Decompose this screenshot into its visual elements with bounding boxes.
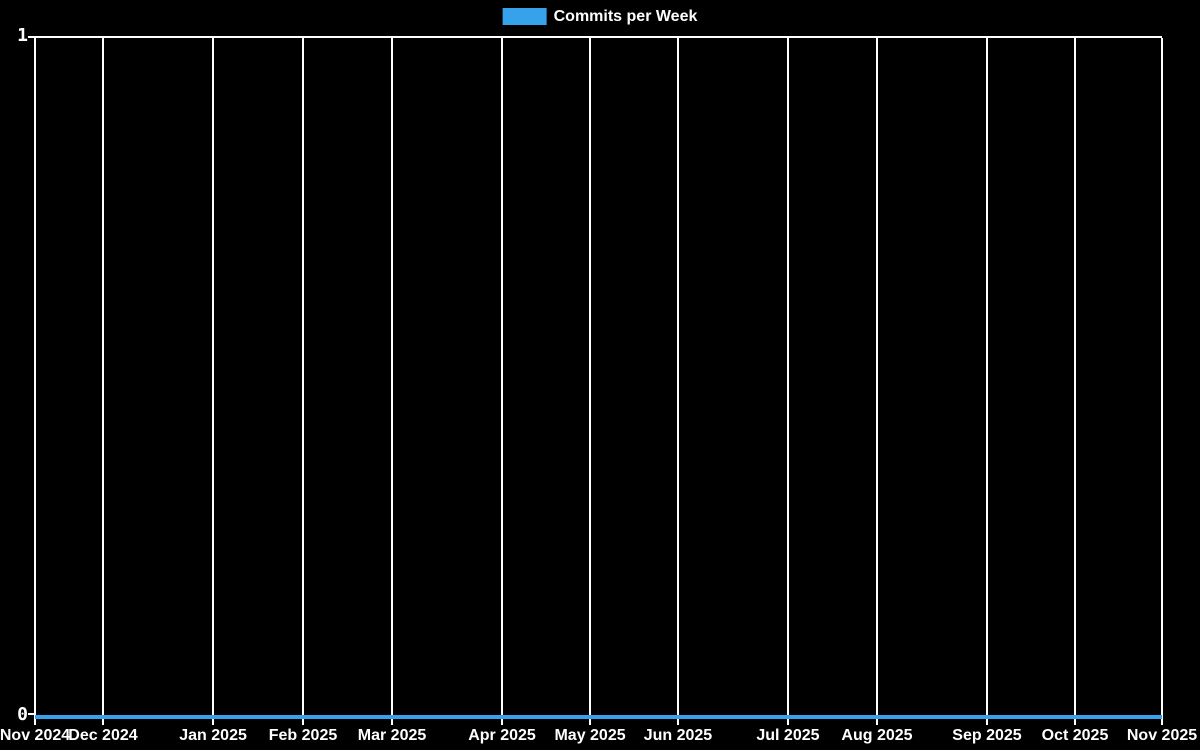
gridline	[212, 38, 215, 725]
gridline	[985, 38, 988, 725]
x-tick-label: Mar 2025	[357, 727, 427, 744]
y-tick-label-min: 0	[17, 704, 28, 725]
x-tick-label: Oct 2025	[1041, 727, 1109, 744]
gridline	[302, 38, 304, 725]
gridline	[391, 38, 394, 725]
y-axis-tick-mark-bottom	[28, 713, 35, 715]
x-tick-label: Feb 2025	[268, 727, 338, 744]
legend-item-commits-per-week[interactable]: Commits per Week	[502, 8, 698, 25]
plot-area	[34, 36, 1163, 725]
gridline	[34, 38, 36, 725]
x-axis-labels: Nov 2024 Dec 2024 Jan 2025 Feb 2025 Mar 2025…	[0, 727, 1197, 747]
gridline	[676, 38, 679, 725]
y-axis-tick-mark-top	[28, 36, 35, 38]
x-tick-label: Sep 2025	[952, 727, 1022, 744]
x-tick-label: Jul 2025	[756, 727, 820, 744]
x-tick-label: Jun 2025	[643, 727, 713, 744]
legend-label: Commits per Week	[553, 8, 698, 25]
x-tick-label: Aug 2025	[841, 727, 913, 744]
commits-series-line	[35, 715, 1162, 719]
y-tick-label-max: 1	[17, 25, 28, 46]
gridline	[786, 38, 789, 725]
gridline	[1161, 38, 1163, 725]
x-tick-label: May 2025	[554, 727, 626, 744]
x-tick-label: Nov 2024	[0, 727, 71, 744]
x-tick-label: Jan 2025	[179, 727, 247, 744]
gridline	[589, 38, 592, 725]
gridline	[1073, 38, 1076, 725]
x-tick-label: Nov 2025	[1126, 727, 1198, 744]
x-tick-label: Apr 2025	[468, 727, 536, 744]
gridline	[501, 38, 504, 725]
x-tick-label: Dec 2024	[68, 727, 138, 744]
gridline	[101, 38, 104, 725]
gridline	[875, 38, 878, 725]
legend-swatch-icon	[502, 8, 547, 25]
